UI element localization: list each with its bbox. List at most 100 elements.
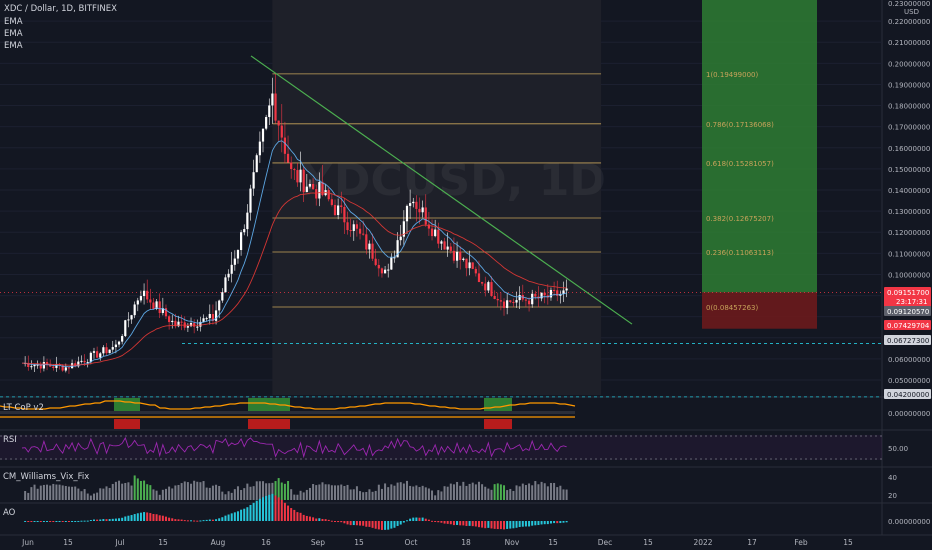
ema-legend-3[interactable]: EMA: [4, 41, 23, 51]
ao-bar: [487, 521, 490, 528]
ao-bar: [562, 521, 565, 523]
vixfix-bar: [196, 481, 199, 500]
ao-bar: [315, 518, 318, 521]
ao-bar: [199, 520, 202, 522]
candle-body: [471, 262, 474, 269]
ao-bar: [490, 521, 493, 529]
ao-bar: [89, 519, 92, 521]
pane-title-vixfix[interactable]: CM_Williams_Vix_Fix: [3, 472, 90, 482]
vixfix-bar: [431, 490, 434, 500]
pane-title-ao[interactable]: AO: [3, 508, 16, 518]
candle-body: [490, 282, 493, 296]
ao-bar: [205, 519, 208, 521]
vixfix-bar: [393, 485, 396, 500]
price-badge-countdown: 23:17:31: [896, 298, 927, 306]
candle-body: [45, 362, 49, 365]
rsi-line: [21, 436, 567, 459]
ao-bar: [484, 521, 487, 529]
candle-body: [171, 320, 174, 323]
vixfix-bar: [290, 489, 293, 500]
vixfix-bar: [83, 489, 86, 500]
vixfix-bar: [349, 489, 352, 500]
candle-body: [399, 236, 402, 241]
candle-body: [255, 155, 258, 173]
ema-slow-line: [21, 192, 567, 366]
candle-body: [383, 269, 387, 274]
vixfix-bar: [506, 490, 509, 500]
candle-body: [49, 364, 52, 367]
vixfix-bar: [521, 483, 524, 500]
vixfix-bar: [440, 491, 443, 500]
ao-bar: [246, 507, 249, 521]
ema-legend-2[interactable]: EMA: [4, 29, 23, 39]
price-badge: [884, 320, 931, 330]
ema-legend-1[interactable]: EMA: [4, 17, 23, 27]
ao-bar: [46, 521, 49, 522]
candle-body: [252, 172, 255, 189]
vixfix-bar: [355, 486, 358, 500]
candle-body: [549, 289, 553, 298]
vixfix-bar: [490, 489, 493, 500]
price-axis-unit: USD: [904, 8, 919, 16]
candle-body: [327, 190, 330, 200]
ao-bar: [359, 521, 362, 526]
vixfix-bar: [446, 486, 449, 500]
candle-body: [30, 366, 33, 368]
ao-bar: [124, 516, 127, 521]
ao-bar: [412, 517, 415, 521]
fib-level-label: 0.786(0.17136068): [706, 121, 774, 129]
ao-bar: [318, 518, 321, 521]
candle-body: [149, 299, 152, 303]
candle-body: [146, 290, 149, 300]
ao-bar: [515, 521, 518, 528]
candle-body: [67, 367, 71, 369]
vixfix-axis-label-40: 40: [888, 474, 897, 482]
ao-bar: [171, 518, 174, 521]
candle-body: [133, 304, 136, 316]
candle-body: [86, 362, 89, 364]
vixfix-bar: [268, 483, 271, 500]
vixfix-bar: [280, 482, 283, 500]
candle-body: [265, 117, 268, 129]
ao-bar: [405, 520, 408, 522]
candle-body: [365, 234, 368, 250]
price-axis-tick: 0.13000000: [888, 208, 930, 216]
candle-body: [349, 230, 352, 232]
ao-bar: [161, 515, 164, 521]
ao-bar: [240, 509, 243, 521]
candle-body: [108, 349, 111, 354]
ao-bar: [249, 504, 252, 521]
candle-body: [534, 293, 537, 297]
candle-body: [114, 344, 117, 348]
candle-body: [302, 169, 305, 193]
price-axis-top-label: 0.23000000: [888, 0, 930, 8]
candle-body: [127, 319, 130, 321]
ao-bar: [499, 521, 502, 530]
vixfix-bar: [308, 487, 311, 500]
candle-body: [27, 362, 30, 368]
candle-body: [427, 224, 430, 229]
vixfix-bar: [321, 482, 324, 500]
vixfix-bar: [111, 483, 114, 500]
pane-title-rsi[interactable]: RSI: [3, 435, 17, 445]
candle-body: [368, 243, 371, 250]
price-badge: [884, 335, 931, 345]
ao-bar: [537, 521, 540, 526]
ao-bar: [49, 521, 52, 522]
long-stop-zone: [702, 292, 817, 329]
pane-title-ltcop[interactable]: LT CoP v2: [3, 403, 44, 413]
ao-bar: [330, 520, 333, 522]
candle-body: [164, 308, 168, 317]
ao-bar: [559, 521, 562, 524]
vixfix-bar: [496, 483, 499, 500]
ao-bar: [506, 521, 509, 529]
ao-bar: [368, 521, 371, 527]
ao-bar: [565, 521, 568, 523]
ao-bar: [384, 521, 387, 530]
candle-body: [449, 246, 452, 251]
ao-bar: [518, 521, 521, 528]
fib-level-label: 0.382(0.12675207): [706, 215, 774, 223]
candle-body: [405, 205, 409, 222]
candle-body: [371, 243, 374, 259]
